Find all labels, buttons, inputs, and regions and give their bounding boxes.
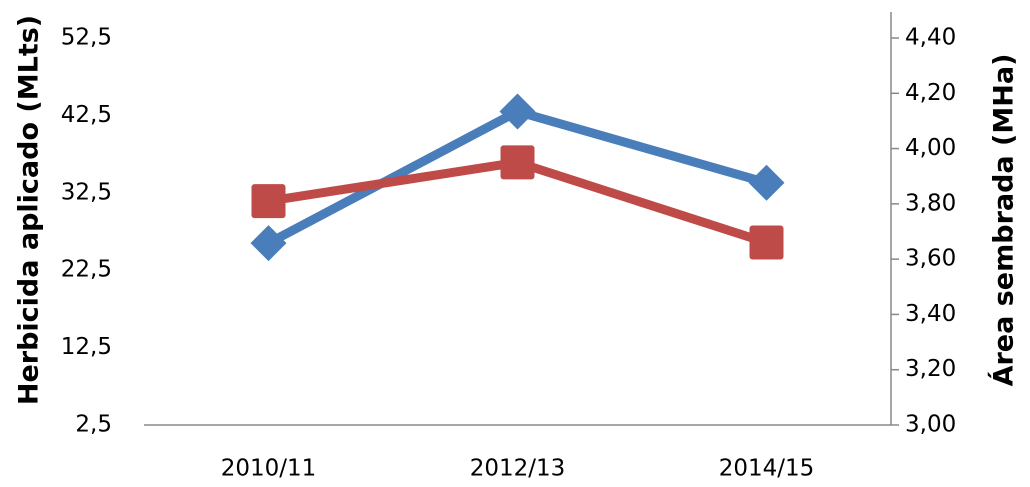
- marker: [749, 225, 784, 260]
- marker: [500, 145, 535, 180]
- marker: [251, 184, 286, 219]
- y2-tick-label: 4,40: [905, 25, 956, 51]
- y-tick-label: 2,5: [75, 412, 112, 438]
- y2-tick-label: 3,80: [905, 190, 956, 216]
- y2-tick-label: 3,20: [905, 356, 956, 382]
- y-tick-label: 22,5: [61, 257, 112, 283]
- y-tick-label: 52,5: [61, 25, 112, 51]
- y2-tick-label: 4,20: [905, 80, 956, 106]
- y-tick-label: 42,5: [61, 102, 112, 128]
- x-tick-label: 2014/15: [719, 456, 815, 482]
- y2-axis-label: Área sembrada (MHa): [988, 54, 1020, 387]
- y2-tick-label: 4,00: [905, 135, 956, 161]
- y2-tick-label: 3,60: [905, 246, 956, 272]
- y-axis-label: Herbicida aplicado (MLts): [14, 15, 45, 405]
- marker: [499, 93, 536, 130]
- marker: [250, 225, 287, 262]
- marker: [748, 164, 785, 201]
- y2-tick-label: 3,00: [905, 412, 956, 438]
- y-tick-label: 12,5: [61, 334, 112, 360]
- y2-tick-label: 3,40: [905, 301, 956, 327]
- x-tick-label: 2012/13: [470, 456, 566, 482]
- y-tick-label: 32,5: [61, 179, 112, 205]
- x-tick-label: 2010/11: [221, 456, 317, 482]
